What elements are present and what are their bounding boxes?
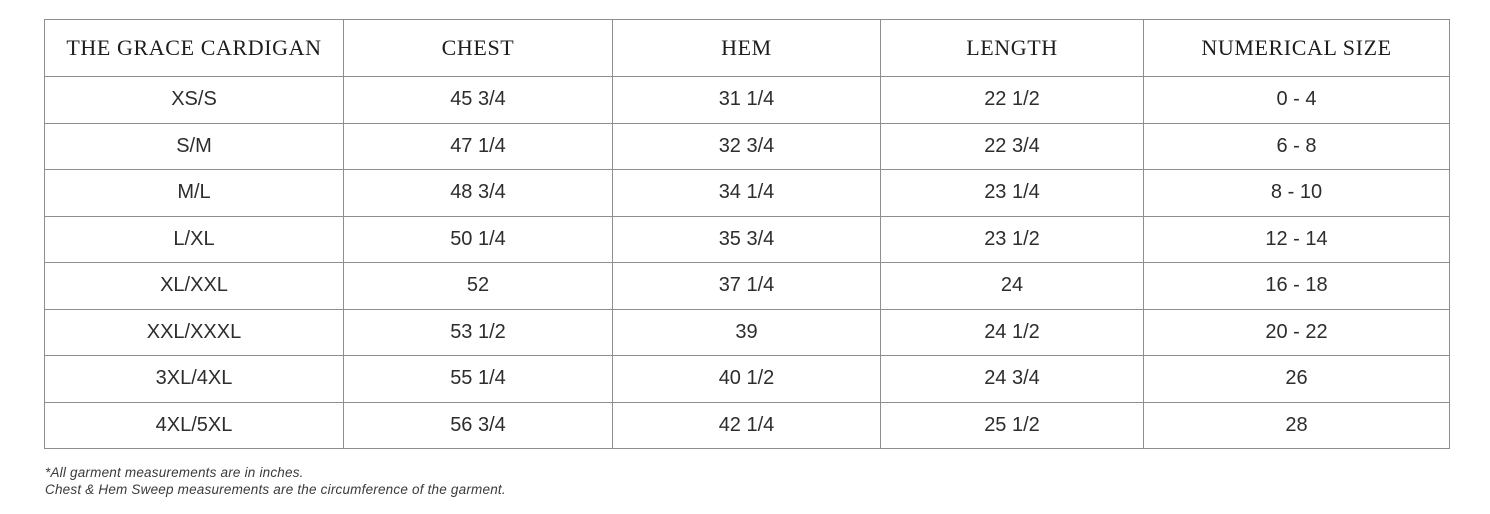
footnote-line-units: *All garment measurements are in inches. [45, 465, 304, 480]
table-row: M/L 48 3/4 34 1/4 23 1/4 8 - 10 [44, 169, 1450, 217]
size-label-cell: S/M [44, 122, 344, 170]
measurement-cell: 53 1/2 [343, 308, 613, 356]
measurement-cell: 12 - 14 [1143, 215, 1450, 263]
table-row: XXL/XXXL 53 1/2 39 24 1/2 20 - 22 [44, 308, 1450, 356]
measurement-cell: 34 1/4 [612, 169, 881, 217]
table-row: S/M 47 1/4 32 3/4 22 3/4 6 - 8 [44, 122, 1450, 170]
measurement-cell: 56 3/4 [343, 401, 613, 449]
measurement-cell: 16 - 18 [1143, 262, 1450, 310]
measurement-cell: 23 1/2 [880, 215, 1144, 263]
measurement-cell: 52 [343, 262, 613, 310]
measurement-cell: 42 1/4 [612, 401, 881, 449]
measurement-cell: 6 - 8 [1143, 122, 1450, 170]
measurement-cell: 8 - 10 [1143, 169, 1450, 217]
measurement-cell: 24 1/2 [880, 308, 1144, 356]
measurement-cell: 22 1/2 [880, 76, 1144, 124]
measurement-cell: 24 3/4 [880, 355, 1144, 403]
size-chart-header-row: THE GRACE CARDIGAN CHEST HEM LENGTH NUME… [44, 19, 1450, 77]
measurement-cell: 31 1/4 [612, 76, 881, 124]
column-header-product-name: THE GRACE CARDIGAN [44, 19, 344, 77]
size-table-body: XS/S 45 3/4 31 1/4 22 1/2 0 - 4 S/M 47 1/4 32 3… [44, 76, 1450, 449]
measurement-cell: 0 - 4 [1143, 76, 1450, 124]
measurement-cell: 48 3/4 [343, 169, 613, 217]
table-row: L/XL 50 1/4 35 3/4 23 1/2 12 - 14 [44, 215, 1450, 263]
measurement-cell: 25 1/2 [880, 401, 1144, 449]
measurement-cell: 20 - 22 [1143, 308, 1450, 356]
table-row: 4XL/5XL 56 3/4 42 1/4 25 1/2 28 [44, 401, 1450, 449]
measurement-cell: 45 3/4 [343, 76, 613, 124]
measurement-cell: 22 3/4 [880, 122, 1144, 170]
measurement-cell: 37 1/4 [612, 262, 881, 310]
footnote-line-circumference: Chest & Hem Sweep measurements are the c… [45, 482, 506, 497]
column-header-numerical-size: NUMERICAL SIZE [1143, 19, 1450, 77]
measurement-cell: 32 3/4 [612, 122, 881, 170]
size-label-cell: 3XL/4XL [44, 355, 344, 403]
size-label-cell: L/XL [44, 215, 344, 263]
measurement-cell: 55 1/4 [343, 355, 613, 403]
measurement-cell: 50 1/4 [343, 215, 613, 263]
size-label-cell: XS/S [44, 76, 344, 124]
measurement-cell: 23 1/4 [880, 169, 1144, 217]
measurement-cell: 39 [612, 308, 881, 356]
table-row: XS/S 45 3/4 31 1/4 22 1/2 0 - 4 [44, 76, 1450, 124]
table-row: 3XL/4XL 55 1/4 40 1/2 24 3/4 26 [44, 355, 1450, 403]
measurement-cell: 26 [1143, 355, 1450, 403]
footnote: *All garment measurements are in inches.… [45, 464, 506, 498]
size-label-cell: M/L [44, 169, 344, 217]
column-header-hem: HEM [612, 19, 881, 77]
size-label-cell: XL/XXL [44, 262, 344, 310]
table-row: XL/XXL 52 37 1/4 24 16 - 18 [44, 262, 1450, 310]
size-label-cell: 4XL/5XL [44, 401, 344, 449]
measurement-cell: 35 3/4 [612, 215, 881, 263]
size-chart-table: THE GRACE CARDIGAN CHEST HEM LENGTH NUME… [44, 19, 1450, 449]
column-header-length: LENGTH [880, 19, 1144, 77]
measurement-cell: 28 [1143, 401, 1450, 449]
column-header-chest: CHEST [343, 19, 613, 77]
measurement-cell: 47 1/4 [343, 122, 613, 170]
measurement-cell: 24 [880, 262, 1144, 310]
size-label-cell: XXL/XXXL [44, 308, 344, 356]
measurement-cell: 40 1/2 [612, 355, 881, 403]
